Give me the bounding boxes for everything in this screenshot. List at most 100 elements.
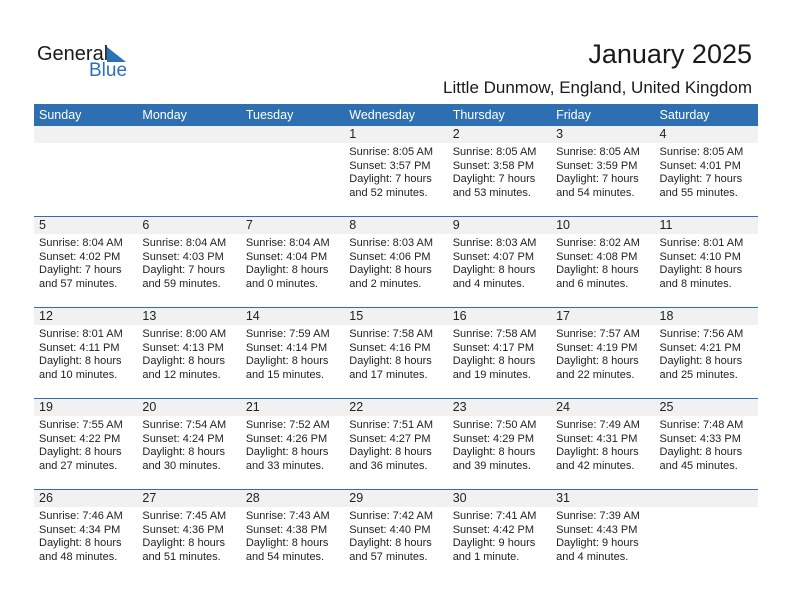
daylight1-text: Daylight: 8 hours <box>659 355 743 367</box>
sunrise-text: Sunrise: 8:05 AM <box>556 146 640 158</box>
daylight2-text: and 6 minutes. <box>556 277 629 290</box>
sunset-text: Sunset: 4:03 PM <box>142 250 224 263</box>
day-number: 17 <box>551 308 655 325</box>
daylight2-text: and 1 minute. <box>452 550 520 563</box>
sunset-text: Sunset: 4:19 PM <box>556 341 638 354</box>
sunrise-text: Sunrise: 8:04 AM <box>245 237 330 249</box>
empty-day-info <box>655 507 758 564</box>
sunset-text: Sunset: 3:57 PM <box>349 159 431 172</box>
calendar-grid: Sunday Monday Tuesday Wednesday Thursday Frid… <box>34 104 758 580</box>
sunset-text: Sunset: 3:59 PM <box>556 159 638 172</box>
day-info: Sunrise: 7:48 AM Sunset: 4:33 PM Daylight:… <box>655 416 758 473</box>
day-number: 10 <box>551 217 655 234</box>
sunset-text: Sunset: 4:31 PM <box>556 432 638 445</box>
sunset-text: Sunset: 4:42 PM <box>452 523 535 536</box>
sunrise-text: Sunrise: 7:45 AM <box>142 510 227 522</box>
sunrise-text: Sunrise: 7:43 AM <box>245 510 330 522</box>
daylight1-text: Daylight: 8 hours <box>39 446 122 458</box>
day-info: Sunrise: 7:55 AM Sunset: 4:22 PM Daylight:… <box>34 416 137 473</box>
day-info: Sunrise: 8:05 AM Sunset: 3:57 PM Daylight:… <box>344 143 447 200</box>
day-info: Sunrise: 8:04 AM Sunset: 4:02 PM Daylight:… <box>34 234 137 291</box>
sunset-text: Sunset: 4:29 PM <box>452 432 535 445</box>
sunset-text: Sunset: 4:33 PM <box>659 432 741 445</box>
day-info: Sunrise: 7:49 AM Sunset: 4:31 PM Daylight:… <box>551 416 654 473</box>
sunset-text: Sunset: 4:04 PM <box>245 250 328 263</box>
daylight2-text: and 45 minutes. <box>659 459 738 472</box>
day-info: Sunrise: 8:03 AM Sunset: 4:06 PM Daylight:… <box>344 234 447 291</box>
sunrise-text: Sunrise: 7:55 AM <box>39 419 123 431</box>
sunset-text: Sunset: 4:21 PM <box>659 341 741 354</box>
sunrise-text: Sunrise: 8:05 AM <box>349 146 434 158</box>
day-info: Sunrise: 7:43 AM Sunset: 4:38 PM Daylight:… <box>241 507 344 564</box>
sunrise-text: Sunrise: 8:02 AM <box>556 237 640 249</box>
day-info: Sunrise: 7:41 AM Sunset: 4:42 PM Daylight:… <box>448 507 551 564</box>
day-info: Sunrise: 8:05 AM Sunset: 3:58 PM Daylight:… <box>448 143 551 200</box>
day-number: 14 <box>240 308 345 325</box>
day-info: Sunrise: 8:01 AM Sunset: 4:11 PM Daylight:… <box>34 325 137 382</box>
week-row: 1 2 3 4 Sunrise: 8:05 AM Sunset: 3:57 PM Dayli… <box>34 126 758 216</box>
day-number: 2 <box>447 126 552 143</box>
day-number: 23 <box>447 399 552 416</box>
page-title: January 2025 <box>588 39 752 69</box>
sunrise-text: Sunrise: 7:50 AM <box>452 419 537 431</box>
daylight1-text: Daylight: 8 hours <box>452 264 536 276</box>
sunrise-text: Sunrise: 8:05 AM <box>659 146 744 158</box>
day-number: 20 <box>137 399 241 416</box>
weekday-wednesday: Wednesday <box>349 108 416 122</box>
empty-day <box>240 126 345 143</box>
daylight1-text: Daylight: 8 hours <box>556 264 639 276</box>
week-row: 26 27 28 29 30 31 Sunrise: 7:46 AM Sunset: 4:34… <box>34 489 758 580</box>
day-info: Sunrise: 7:58 AM Sunset: 4:16 PM Daylight:… <box>344 325 447 382</box>
daylight1-text: Daylight: 8 hours <box>349 355 432 367</box>
daylight1-text: Daylight: 8 hours <box>245 355 329 367</box>
daylight2-text: and 57 minutes. <box>349 550 428 563</box>
sunrise-text: Sunrise: 7:41 AM <box>452 510 537 522</box>
empty-day <box>137 126 241 143</box>
day-number: 7 <box>240 217 345 234</box>
sunset-text: Sunset: 4:07 PM <box>452 250 535 263</box>
sunset-text: Sunset: 3:58 PM <box>452 159 535 172</box>
day-info: Sunrise: 7:50 AM Sunset: 4:29 PM Daylight:… <box>448 416 551 473</box>
day-info: Sunrise: 7:54 AM Sunset: 4:24 PM Daylight:… <box>137 416 240 473</box>
sunset-text: Sunset: 4:26 PM <box>245 432 328 445</box>
logo-blue: Blue <box>89 60 128 81</box>
day-info: Sunrise: 7:58 AM Sunset: 4:17 PM Daylight:… <box>448 325 551 382</box>
sunrise-text: Sunrise: 8:01 AM <box>39 328 123 340</box>
day-info: Sunrise: 7:39 AM Sunset: 4:43 PM Daylight:… <box>551 507 654 564</box>
daylight1-text: Daylight: 8 hours <box>39 355 122 367</box>
sunset-text: Sunset: 4:36 PM <box>142 523 224 536</box>
daylight2-text: and 51 minutes. <box>142 550 221 563</box>
daylight1-text: Daylight: 8 hours <box>142 446 225 458</box>
day-number: 9 <box>447 217 552 234</box>
day-number: 8 <box>344 217 448 234</box>
day-info: Sunrise: 8:01 AM Sunset: 4:10 PM Daylight:… <box>655 234 758 291</box>
sunset-text: Sunset: 4:40 PM <box>349 523 431 536</box>
day-number: 26 <box>34 490 138 507</box>
day-number: 28 <box>240 490 345 507</box>
daylight1-text: Daylight: 8 hours <box>245 537 329 549</box>
week-row: 19 20 21 22 23 24 25 Sunrise: 7:55 AM Sunset: 4:… <box>34 398 758 489</box>
sunrise-text: Sunrise: 8:03 AM <box>349 237 434 249</box>
sunrise-text: Sunrise: 8:04 AM <box>39 237 123 249</box>
sunset-text: Sunset: 4:06 PM <box>349 250 431 263</box>
daylight1-text: Daylight: 9 hours <box>452 537 536 549</box>
daylight1-text: Daylight: 7 hours <box>556 173 639 185</box>
sunset-text: Sunset: 4:38 PM <box>245 523 328 536</box>
sunset-text: Sunset: 4:16 PM <box>349 341 431 354</box>
sunset-text: Sunset: 4:13 PM <box>142 341 224 354</box>
sunrise-text: Sunrise: 8:03 AM <box>452 237 537 249</box>
day-number: 15 <box>344 308 448 325</box>
sunrise-text: Sunrise: 7:58 AM <box>349 328 434 340</box>
sunset-text: Sunset: 4:08 PM <box>556 250 638 263</box>
day-number: 4 <box>654 126 758 143</box>
daylight1-text: Daylight: 7 hours <box>659 173 743 185</box>
daylight1-text: Daylight: 8 hours <box>556 446 639 458</box>
sunset-text: Sunset: 4:10 PM <box>659 250 741 263</box>
daylight1-text: Daylight: 8 hours <box>142 355 225 367</box>
day-info: Sunrise: 8:05 AM Sunset: 3:59 PM Daylight:… <box>551 143 654 200</box>
day-number: 19 <box>34 399 138 416</box>
sunrise-text: Sunrise: 8:04 AM <box>142 237 227 249</box>
location: Little Dunmow, England, United Kingdom <box>442 78 752 97</box>
sunrise-text: Sunrise: 7:56 AM <box>659 328 744 340</box>
